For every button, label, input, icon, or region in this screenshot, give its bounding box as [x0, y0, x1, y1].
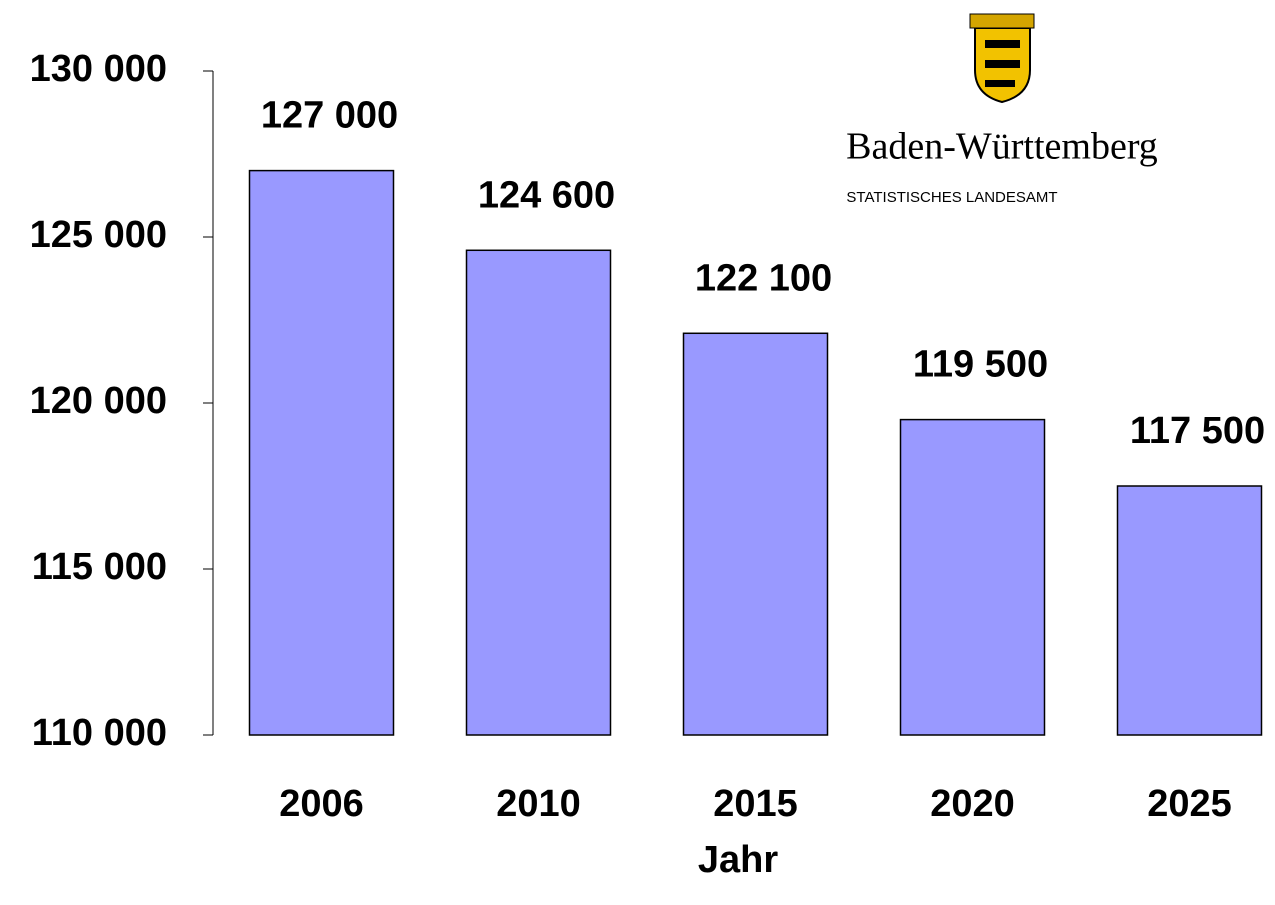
x-axis-label: Jahr [698, 839, 778, 881]
crown [969, 13, 1035, 29]
value-label: 127 000 [261, 95, 398, 137]
x-tick-label: 2015 [713, 783, 798, 825]
value-label: 122 100 [695, 257, 832, 299]
y-tick-label: 120 000 [30, 380, 167, 422]
logo-subtitle: STATISTISCHES LANDESAMT [846, 189, 1057, 206]
logo-name: Baden-Württemberg [846, 126, 1158, 168]
logo: Baden-Württemberg STATISTISCHES LANDESAM… [846, 13, 1158, 206]
bar [248, 169, 395, 736]
value-label: 119 500 [913, 344, 1048, 386]
x-tick-label: 2006 [279, 783, 364, 825]
x-tick-label: 2025 [1147, 783, 1232, 825]
bar [899, 418, 1046, 736]
y-tick-label: 115 000 [32, 546, 167, 588]
bar [465, 249, 612, 736]
bar [1116, 485, 1263, 736]
lions [985, 40, 1020, 87]
y-tick-label: 110 000 [32, 712, 167, 754]
bar [682, 332, 829, 736]
y-tick-label: 130 000 [30, 48, 167, 90]
x-tick-label: 2010 [496, 783, 581, 825]
value-label: 117 500 [1130, 410, 1265, 452]
x-tick-label: 2020 [930, 783, 1015, 825]
value-label: 124 600 [478, 174, 615, 216]
y-tick-label: 125 000 [30, 214, 167, 256]
